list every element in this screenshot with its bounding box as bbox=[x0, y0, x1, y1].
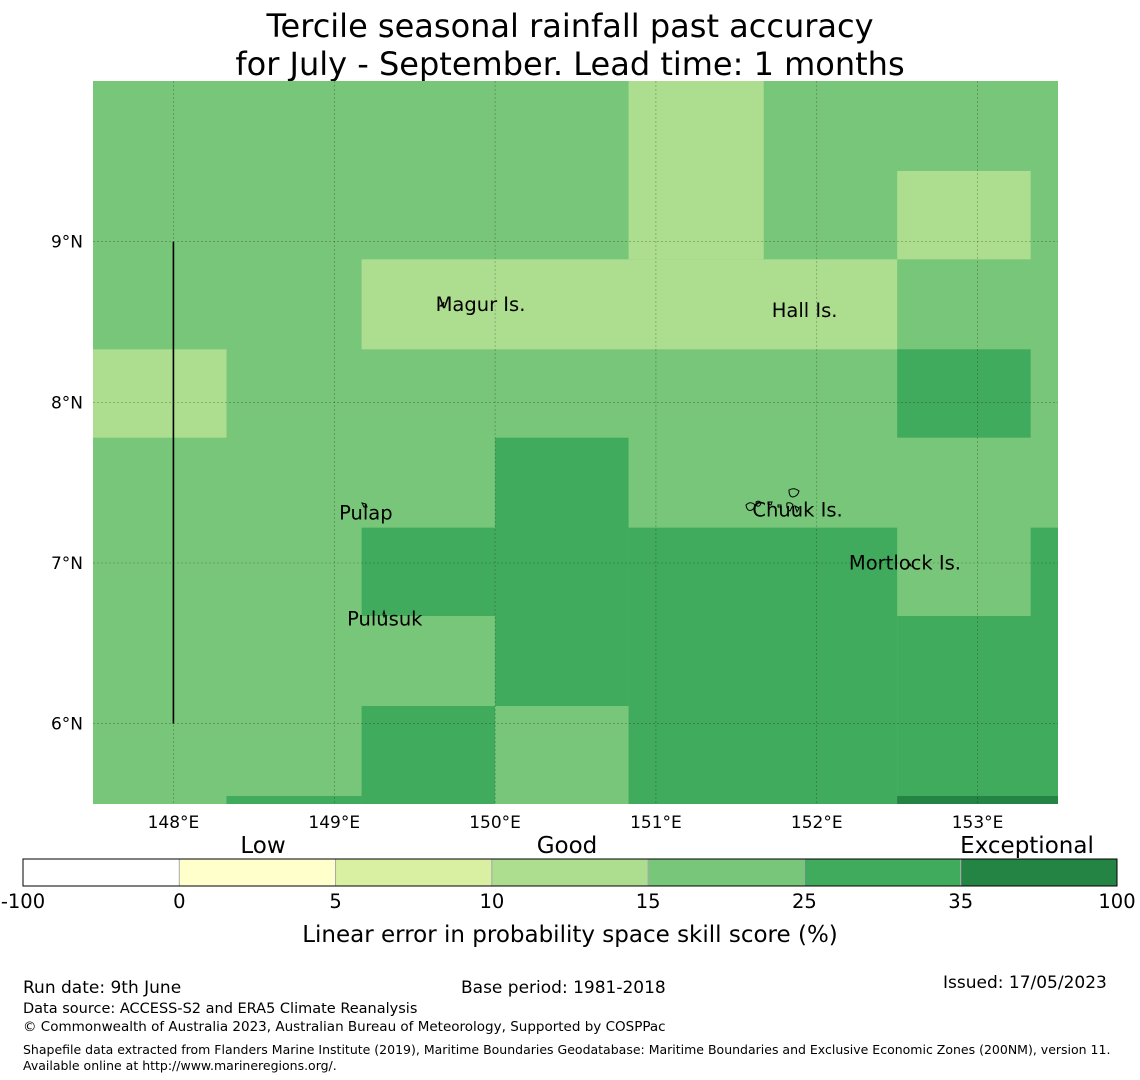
lon-tick-label: 153°E bbox=[952, 813, 1004, 833]
map-title-line-1: Tercile seasonal rainfall past accuracy bbox=[266, 7, 874, 45]
island-outline bbox=[794, 505, 800, 514]
colorbar-tick-label: 5 bbox=[329, 890, 341, 913]
island-outline bbox=[767, 501, 773, 506]
map-title-line-2: for July - September. Lead time: 1 month… bbox=[235, 45, 905, 83]
colorbar-bin-6 bbox=[960, 858, 1118, 887]
island-outline bbox=[361, 502, 368, 508]
skill-cell-8 bbox=[897, 616, 1058, 804]
skill-cell-12 bbox=[897, 795, 1058, 804]
skill-cell-5 bbox=[495, 437, 629, 706]
copyright-notice: © Commonwealth of Australia 2023, Austra… bbox=[23, 1019, 666, 1035]
run-date: Run date: 9th June bbox=[23, 978, 182, 998]
lon-tick-label: 148°E bbox=[148, 813, 200, 833]
colorbar-axis-label: Linear error in probability space skill … bbox=[302, 922, 838, 948]
colorbar-bin-5 bbox=[803, 858, 962, 887]
colorbar-tick-label: 0 bbox=[173, 890, 185, 913]
island-outline bbox=[907, 562, 912, 567]
shapefile-credit: Shapefile data extracted from Flanders M… bbox=[23, 1042, 1111, 1073]
island-outline bbox=[777, 504, 782, 508]
island-outline bbox=[438, 301, 445, 307]
place-label: Chuuk Is. bbox=[752, 498, 842, 521]
skill-cell-0 bbox=[628, 81, 764, 260]
lon-tick-label: 150°E bbox=[469, 813, 521, 833]
colorbar-bin-1 bbox=[178, 858, 337, 887]
lon-tick-label: 151°E bbox=[630, 813, 682, 833]
colorbar-tick-label: -100 bbox=[1, 890, 45, 913]
skill-cell-6 bbox=[361, 527, 496, 617]
colorbar-tick-label: 100 bbox=[1098, 890, 1135, 913]
skill-cell-2 bbox=[897, 170, 1031, 260]
place-label: Pulusuk bbox=[347, 608, 423, 631]
lat-tick-label: 9°N bbox=[51, 233, 83, 253]
island-outline bbox=[745, 502, 756, 511]
island-outline bbox=[786, 502, 794, 512]
place-label: Hall Is. bbox=[772, 299, 838, 322]
skill-cell-7 bbox=[628, 527, 898, 804]
colorbar-tick-label: 35 bbox=[948, 890, 973, 913]
colorbar-bin-4 bbox=[647, 858, 805, 887]
island-outline bbox=[788, 488, 800, 498]
colorbar-bin-0 bbox=[23, 859, 180, 886]
colorbar-category-label: Low bbox=[240, 833, 285, 859]
lat-tick-label: 6°N bbox=[51, 715, 83, 735]
island-outline bbox=[382, 609, 386, 619]
colorbar-frame bbox=[22, 858, 1118, 887]
skill-cell-11 bbox=[226, 795, 362, 804]
issued-date: Issued: 17/05/2023 bbox=[943, 973, 1107, 993]
skill-cell-4 bbox=[897, 349, 1031, 438]
place-label: Pulap bbox=[339, 502, 393, 525]
colorbar-bin-2 bbox=[335, 858, 493, 887]
base-period: Base period: 1981-2018 bbox=[461, 978, 666, 998]
skill-map-figure: 148°E 149°E 150°E 151°E 152°E 153°E 9°N 8°N 7°N 6… bbox=[1, 81, 1136, 948]
colorbar-category-label: Good bbox=[537, 833, 598, 859]
lon-tick-label: 152°E bbox=[791, 813, 843, 833]
place-label: Mortlock Is. bbox=[849, 551, 961, 574]
lon-tick-label: 149°E bbox=[308, 813, 360, 833]
map-area: 148°E 149°E 150°E 151°E 152°E 153°E 9°N 8°N 7°N 6… bbox=[51, 81, 1058, 833]
island-outline bbox=[755, 500, 762, 507]
skill-cell-9 bbox=[1030, 527, 1058, 617]
skill-cell-3 bbox=[93, 349, 227, 438]
lat-tick-label: 7°N bbox=[51, 554, 83, 574]
data-source: Data source: ACCESS-S2 and ERA5 Climate … bbox=[23, 1001, 418, 1017]
colorbar-category-label: Exceptional bbox=[960, 833, 1094, 859]
lat-tick-label: 8°N bbox=[51, 393, 83, 413]
place-label: Magur Is. bbox=[436, 293, 526, 316]
colorbar-tick-label: 10 bbox=[479, 890, 504, 913]
skill-cell-10 bbox=[361, 705, 496, 804]
colorbar-tick-label: 25 bbox=[792, 890, 817, 913]
colorbar-legend: -100 0 5 10 15 25 35 100 Low Good Exceptional Linea… bbox=[1, 833, 1136, 948]
skill-cell-1 bbox=[361, 259, 898, 350]
colorbar-bin-3 bbox=[491, 858, 649, 887]
colorbar-tick-label: 15 bbox=[636, 890, 661, 913]
